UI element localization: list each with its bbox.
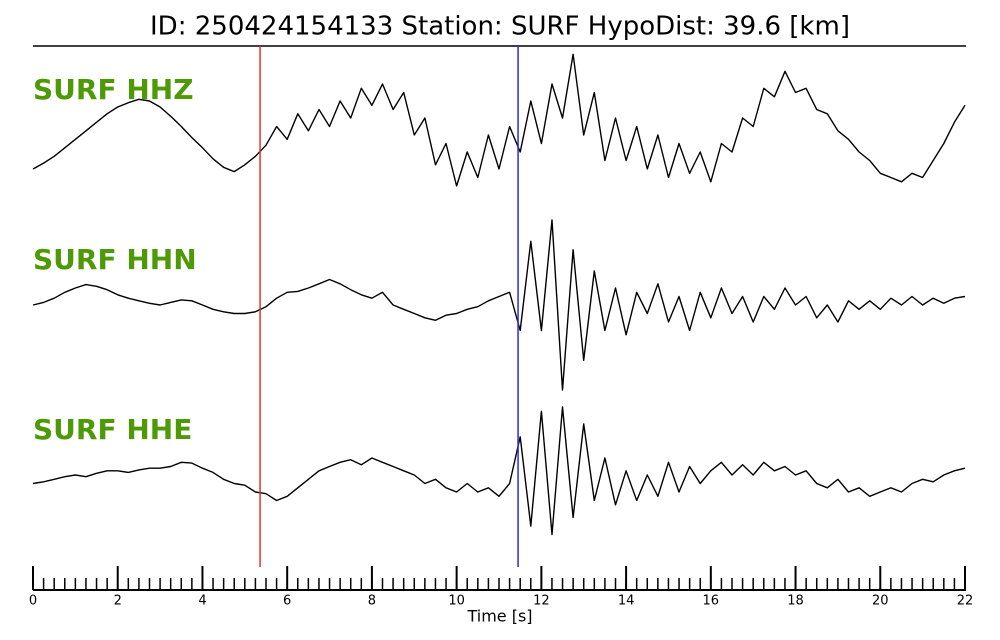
x-tick-label: 20 (872, 594, 889, 609)
x-axis-label: Time [s] (466, 607, 532, 626)
x-tick-label: 12 (533, 594, 550, 609)
x-tick-label: 22 (957, 594, 974, 609)
x-tick-label: 2 (114, 594, 122, 609)
x-tick-label: 6 (283, 594, 291, 609)
x-tick-label: 18 (787, 594, 804, 609)
x-tick-label: 10 (448, 594, 465, 609)
x-tick-label: 0 (29, 594, 37, 609)
trace-label: SURF HHZ (33, 73, 194, 106)
x-tick-label: 14 (618, 594, 635, 609)
x-tick-label: 8 (368, 594, 376, 609)
x-tick-label: 4 (198, 594, 206, 609)
x-tick-label: 16 (703, 594, 720, 609)
trace-label: SURF HHN (33, 243, 197, 276)
waveform (32, 219, 966, 391)
waveform (32, 406, 966, 536)
chart-title: ID: 250424154133 Station: SURF HypoDist:… (150, 12, 850, 42)
trace-label: SURF HHE (33, 413, 192, 446)
waveform (32, 53, 966, 187)
